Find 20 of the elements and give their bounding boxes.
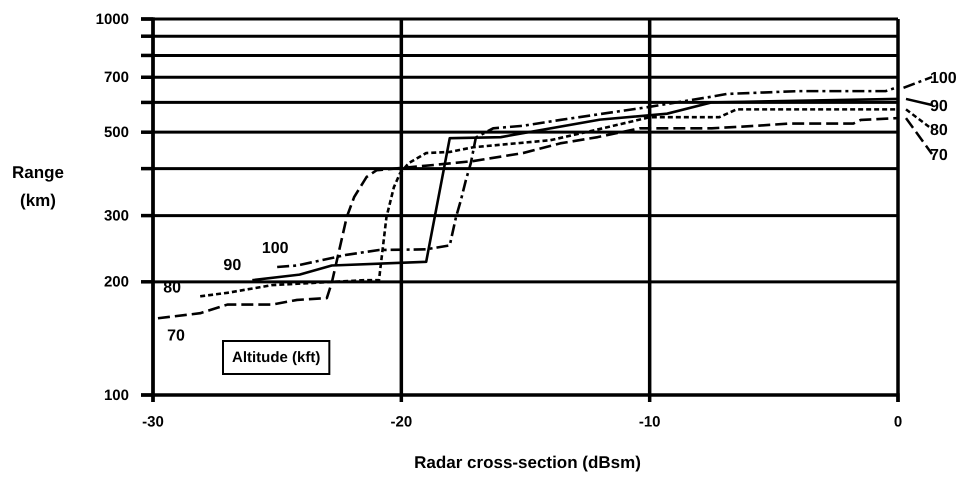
x-tick-label: -20 — [390, 414, 412, 431]
y-tick-label: 700 — [104, 69, 129, 86]
legend-label: 90 — [930, 98, 948, 115]
series-label: 70 — [167, 327, 185, 344]
y-tick-label: 500 — [104, 124, 129, 141]
y-tick-label: 200 — [104, 274, 129, 291]
x-tick-label: -30 — [142, 414, 164, 431]
text: 90 — [223, 257, 242, 274]
legend-label: 100 — [930, 70, 957, 87]
legend-label: 80 — [930, 122, 948, 139]
text: 70 — [930, 147, 948, 164]
y-tick-label: 300 — [104, 207, 129, 224]
text: 100 — [262, 240, 289, 257]
y-tick-label: 1000 — [96, 10, 129, 28]
y-tick-label: 100 — [104, 386, 129, 404]
y-axis-title: Range (km) — [12, 163, 64, 210]
x-tick-label: -10 — [638, 414, 661, 431]
x-tick-label: 0 — [894, 414, 902, 431]
x-axis-title: Radar cross-section (dBsm) — [414, 453, 641, 472]
annotation: Altitude (kft) — [232, 349, 320, 366]
